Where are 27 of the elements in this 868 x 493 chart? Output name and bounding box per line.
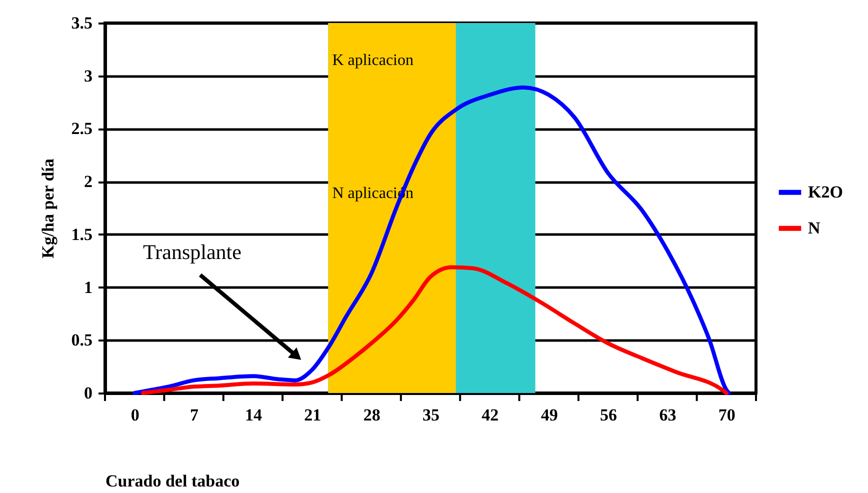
y-axis-title: Kg/ha per día	[38, 158, 58, 258]
x-tick-label: 70	[718, 406, 736, 424]
y-tick-label: 1	[84, 278, 92, 297]
x-tick-label: 21	[304, 406, 322, 424]
legend-label: N	[808, 218, 821, 238]
y-tick-label: 0.5	[71, 330, 92, 350]
x-tick-label: 42	[482, 406, 499, 424]
legend-label: K2O	[808, 182, 843, 202]
x-tick-label: 63	[659, 406, 676, 424]
y-tick-label: 3	[84, 66, 92, 86]
x-tick-label: 7	[190, 406, 200, 424]
y-tick-label: 3.5	[71, 14, 92, 32]
line-series	[141, 265, 728, 395]
band-label: K aplicacion	[332, 52, 414, 69]
x-axis-title: Curado del tabaco	[106, 472, 240, 490]
line-series	[132, 85, 731, 395]
y-tick-label: 2.5	[71, 119, 92, 138]
y-tick-label: 1.5	[71, 224, 92, 244]
annotation: Transplante	[143, 240, 242, 264]
x-tick-label: 49	[540, 406, 558, 424]
x-tick-label: 14	[244, 406, 262, 424]
y-tick-label: 0	[84, 384, 92, 402]
y-tick-label: 2	[84, 172, 92, 192]
x-tick-label: 0	[130, 406, 140, 424]
x-tick-label: 35	[422, 406, 440, 424]
x-tick-label: 28	[363, 406, 380, 424]
x-tick-label: 56	[600, 406, 618, 424]
